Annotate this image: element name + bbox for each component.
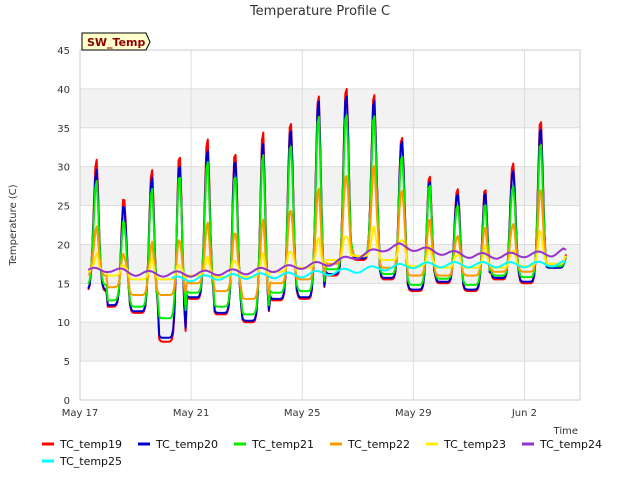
- legend-label: TC_temp21: [251, 438, 314, 451]
- grid-band: [80, 166, 580, 206]
- grid-band: [80, 322, 580, 362]
- axes: 0 5 10 15 20 25 30 35 40 45 May 17 May 21 May 25 May …: [57, 46, 581, 419]
- x-tick-label: May 29: [395, 408, 432, 419]
- series-layer: [87, 87, 568, 343]
- series-line-tc-temp23: [87, 225, 567, 281]
- y-tick-label: 45: [57, 46, 70, 57]
- y-tick-label: 30: [57, 163, 70, 174]
- grid-band: [80, 88, 580, 128]
- x-tick-label: May 21: [173, 408, 210, 419]
- chart-title: Temperature Profile C: [249, 4, 390, 19]
- y-tick-label: 25: [57, 202, 70, 213]
- plot-frame: [79, 49, 581, 401]
- legend-label: TC_temp23: [443, 438, 506, 451]
- legend: TC_temp19 TC_temp20 TC_temp21 TC_temp22 TC_t…: [42, 438, 602, 468]
- y-tick-label: 10: [57, 318, 70, 329]
- x-tick-label: Jun 2: [511, 408, 537, 419]
- tag-label: SW_Temp: [87, 36, 146, 49]
- legend-label: TC_temp25: [59, 455, 122, 468]
- legend-label: TC_temp20: [155, 438, 218, 451]
- y-tick-label: 20: [57, 240, 70, 251]
- y-axis-label: Temperature (C): [8, 184, 19, 266]
- y-tick-label: 5: [64, 357, 70, 368]
- y-tick-label: 0: [64, 396, 70, 407]
- series-line-tc-temp24: [87, 242, 567, 278]
- plot-background: [80, 50, 580, 400]
- x-axis-label: Time: [553, 426, 578, 437]
- y-tick-label: 15: [57, 279, 70, 290]
- legend-label: TC_temp22: [347, 438, 410, 451]
- legend-label: TC_temp19: [59, 438, 122, 451]
- series-line-tc-temp25: [171, 260, 567, 283]
- x-tick-label: May 25: [284, 408, 321, 419]
- tag-box: [81, 32, 151, 51]
- y-tick-label: 40: [57, 85, 70, 96]
- y-tick-label: 35: [57, 124, 70, 135]
- legend-label: TC_temp24: [539, 438, 602, 451]
- series-line-tc-temp22: [87, 164, 567, 300]
- series-line-tc-temp21: [87, 114, 568, 320]
- sw-temp-tag: SW_Temp: [81, 32, 151, 51]
- x-tick-label: May 17: [62, 408, 99, 419]
